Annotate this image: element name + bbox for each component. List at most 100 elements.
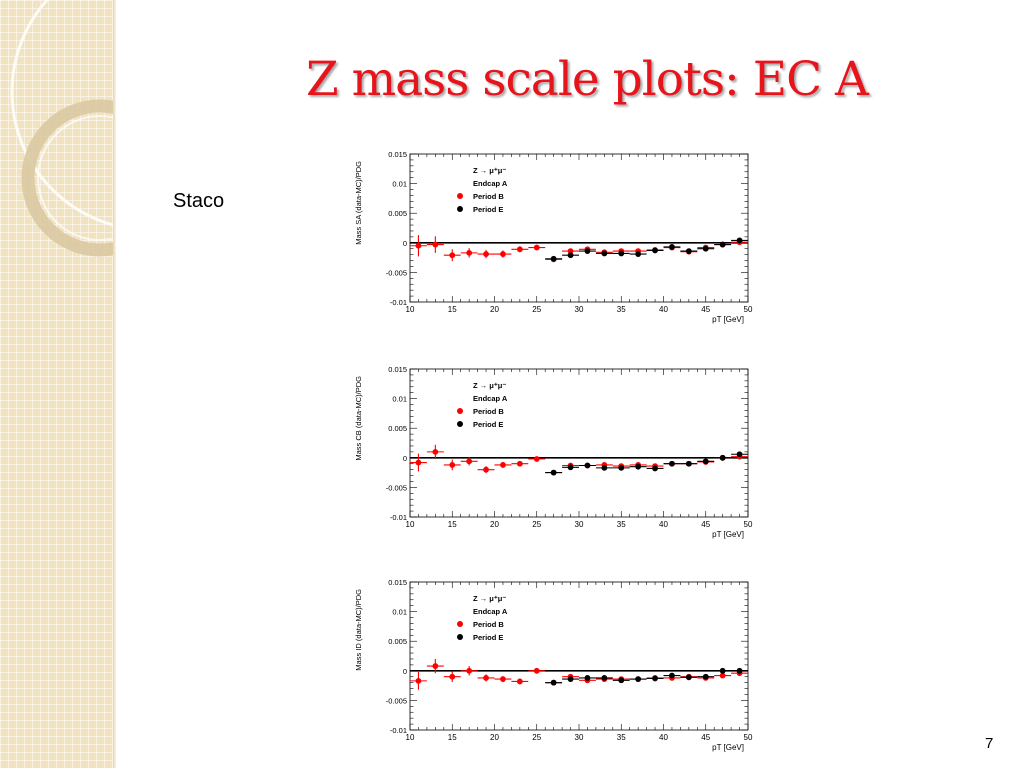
decorative-sidebar xyxy=(0,0,290,768)
y-axis-label: Mass CB (data-MC)/PDG xyxy=(354,376,363,461)
x-tick-label: 30 xyxy=(575,733,584,742)
x-tick-label: 50 xyxy=(744,305,753,314)
x-tick-label: 20 xyxy=(490,305,499,314)
data-point xyxy=(736,237,743,244)
y-tick-label: 0.01 xyxy=(392,608,407,617)
data-point xyxy=(533,667,540,674)
data-point xyxy=(567,464,574,471)
data-point xyxy=(635,251,642,257)
x-tick-label: 40 xyxy=(659,733,668,742)
legend-item: Period E xyxy=(473,420,503,429)
x-tick-label: 30 xyxy=(575,520,584,529)
data-point xyxy=(533,456,540,462)
data-point xyxy=(618,677,625,684)
decorative-rings xyxy=(10,0,290,257)
plot-frame xyxy=(409,581,749,731)
x-tick-label: 50 xyxy=(744,520,753,529)
data-point xyxy=(567,248,574,254)
data-point xyxy=(584,248,591,254)
data-point xyxy=(685,674,692,681)
x-tick-label: 40 xyxy=(659,520,668,529)
legend-item: Period B xyxy=(473,192,504,201)
legend-subtitle: Endcap A xyxy=(473,607,508,616)
data-point xyxy=(516,246,523,253)
side-label: Staco xyxy=(173,190,225,212)
data-point xyxy=(584,675,591,681)
data-point xyxy=(500,462,506,468)
plot-frame xyxy=(409,153,749,303)
legend-item: Period B xyxy=(473,620,504,629)
data-point xyxy=(432,448,439,455)
y-tick-label: 0.005 xyxy=(388,424,407,433)
data-point xyxy=(685,248,692,254)
data-point xyxy=(685,460,692,467)
data-point xyxy=(466,249,473,256)
legend-title: Z → μ⁺μ⁻ xyxy=(473,381,506,390)
y-tick-label: 0.01 xyxy=(392,180,407,189)
legend-item: Period B xyxy=(473,407,504,416)
x-tick-label: 45 xyxy=(701,520,710,529)
data-point xyxy=(500,676,506,682)
y-tick-label: -0.005 xyxy=(386,268,407,277)
x-tick-label: 25 xyxy=(532,520,541,529)
y-tick-label: -0.01 xyxy=(390,726,407,735)
y-tick-label: -0.01 xyxy=(390,513,407,522)
legend-title: Z → μ⁺μ⁻ xyxy=(473,166,506,175)
data-point xyxy=(483,466,489,473)
data-point xyxy=(500,251,506,257)
y-axis-label: Mass SA (data-MC)/PDG xyxy=(354,161,363,245)
legend-marker xyxy=(457,634,463,640)
data-point xyxy=(449,462,456,468)
data-point xyxy=(669,672,675,679)
data-point xyxy=(702,458,709,465)
x-tick-label: 35 xyxy=(617,305,626,314)
legend-marker xyxy=(457,621,463,627)
chart-mass-id: 10 15 20 25 30 35 40 45 50 -0.01 -0.005 0 0.005 0.01 0… xyxy=(354,578,753,752)
data-point xyxy=(567,676,574,682)
slide-title: Z mass scale plots: EC A xyxy=(306,52,869,107)
x-tick-label: 10 xyxy=(406,520,415,529)
data-point xyxy=(635,463,642,470)
data-point xyxy=(652,675,658,682)
data-point xyxy=(432,241,439,248)
data-point xyxy=(601,675,608,681)
data-point xyxy=(516,678,523,685)
legend-marker xyxy=(457,421,463,427)
y-tick-label: 0 xyxy=(403,667,407,676)
data-point xyxy=(736,451,743,458)
y-tick-label: -0.005 xyxy=(386,696,407,705)
data-point xyxy=(550,255,557,262)
data-point xyxy=(449,673,456,680)
data-point xyxy=(702,673,709,680)
y-tick-label: 0.01 xyxy=(392,395,407,404)
x-tick-label: 20 xyxy=(490,733,499,742)
x-tick-label: 40 xyxy=(659,305,668,314)
data-point xyxy=(618,250,625,257)
x-tick-label: 20 xyxy=(490,520,499,529)
data-point xyxy=(415,242,422,249)
legend-title: Z → μ⁺μ⁻ xyxy=(473,594,506,603)
y-tick-label: 0.015 xyxy=(388,578,407,587)
data-point xyxy=(567,252,574,259)
y-tick-label: 0.015 xyxy=(388,150,407,159)
data-point xyxy=(483,675,489,681)
x-axis-label: pT [GeV] xyxy=(712,315,744,324)
y-tick-label: 0.015 xyxy=(388,365,407,374)
legend-marker xyxy=(457,408,463,414)
chart-mass-cb: 10 15 20 25 30 35 40 45 50 -0.01 -0.005 0 0.005 0.01 0… xyxy=(354,365,753,539)
data-point xyxy=(736,667,743,674)
x-axis-label: pT [GeV] xyxy=(712,743,744,752)
data-point xyxy=(635,676,642,682)
y-tick-label: -0.01 xyxy=(390,298,407,307)
legend-item: Period E xyxy=(473,633,503,642)
data-point xyxy=(719,672,726,679)
x-tick-label: 50 xyxy=(744,733,753,742)
x-tick-label: 15 xyxy=(448,520,457,529)
y-tick-label: -0.005 xyxy=(386,483,407,492)
x-tick-label: 15 xyxy=(448,305,457,314)
x-tick-label: 35 xyxy=(617,733,626,742)
data-point xyxy=(618,464,625,471)
data-point xyxy=(669,244,675,250)
x-tick-label: 10 xyxy=(406,733,415,742)
data-point xyxy=(702,245,709,252)
